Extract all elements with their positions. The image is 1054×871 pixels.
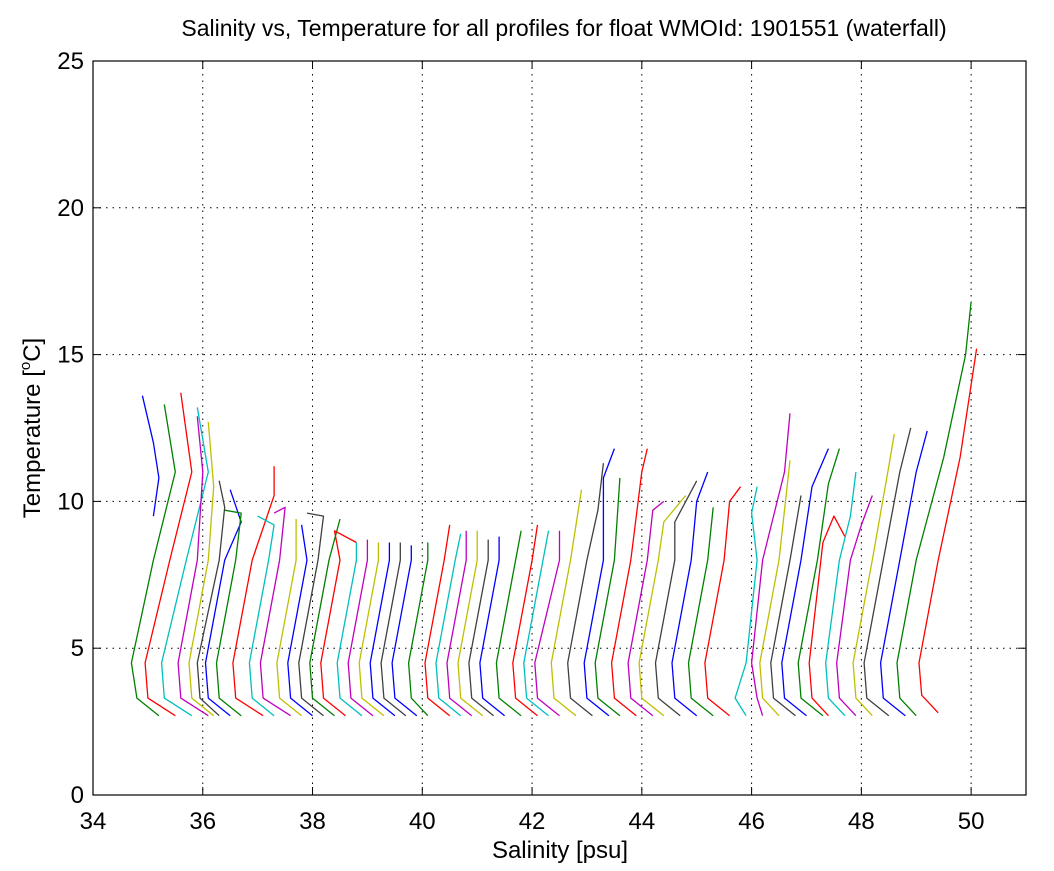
profile-line-12 [259,506,291,717]
profile-line-51 [797,448,841,717]
profile-line-27 [446,530,473,717]
data-series [130,301,978,717]
profile-line-47 [750,413,791,716]
x-tick-label: 50 [958,808,985,835]
profile-line-9 [215,509,242,717]
profile-line-41 [638,495,687,717]
profile-line-40 [627,500,665,717]
y-axis-label-sup: o [17,362,34,370]
profile-line-49 [770,495,802,717]
y-tick-labels: 0 5 10 15 20 25 [57,48,84,809]
x-tick-label: 44 [628,808,655,835]
profile-line-32 [512,524,539,717]
profile-line-35 [550,489,583,717]
profile-line-57 [879,430,928,717]
profile-line-21 [369,542,396,717]
profile-line-33 [523,530,550,717]
x-tick-label: 42 [519,808,546,835]
profile-line-37 [583,448,616,717]
profile-line-59 [918,348,978,714]
x-tick-label: 38 [299,808,326,835]
profile-line-1 [141,395,160,517]
profile-line-11 [248,515,275,717]
x-tick-label: 46 [738,808,765,835]
profile-line-43 [671,471,709,717]
y-tick-label: 0 [71,782,84,809]
profile-line-28 [457,530,484,717]
profile-line-29 [468,539,495,717]
y-tick-label: 25 [57,48,84,75]
profile-line-46 [734,486,758,717]
profile-line-58 [896,301,972,717]
profile-line-19 [347,539,374,717]
profile-line-39 [610,448,648,717]
y-tick-label: 5 [71,635,84,662]
profile-line-42 [654,480,698,717]
x-tick-label: 34 [80,808,107,835]
profile-line-48 [759,460,791,717]
profile-line-34 [534,530,561,717]
chart-title: Salinity vs, Temperature for all profile… [181,15,946,41]
profile-line-5 [177,416,209,717]
profile-line-8 [204,489,242,717]
axis-ticks [92,60,1026,796]
profile-line-4 [160,407,209,717]
profile-line-17 [320,530,357,717]
profile-line-18 [336,542,363,717]
profile-line-50 [781,448,829,717]
profile-line-44 [687,507,714,717]
profile-line-56 [863,427,912,717]
profile-line-38 [594,477,621,717]
y-tick-label: 15 [57,342,84,369]
profile-line-36 [567,463,605,717]
profile-line-20 [358,542,385,717]
profile-line-10 [232,466,275,717]
profile-line-15 [298,512,325,717]
y-axis-label-post: C] [19,338,46,362]
profile-line-2 [130,404,176,717]
profile-line-14 [287,524,313,717]
x-tick-label: 40 [409,808,436,835]
profile-line-31 [495,530,522,717]
profile-line-52 [808,515,846,717]
profile-line-7 [196,480,226,717]
profile-line-30 [479,536,506,717]
profile-line-54 [836,495,873,717]
profile-line-3 [144,392,193,717]
profile-line-24 [407,542,429,717]
y-axis-label: Temperature [oC] [17,338,46,518]
plot-frame [92,60,1027,796]
y-tick-label: 20 [57,195,84,222]
x-tick-label: 36 [189,808,216,835]
x-axis-label: Salinity [psu] [492,837,628,864]
profile-line-22 [380,542,407,717]
profile-line-16 [309,518,341,717]
profile-line-25 [424,524,451,717]
profile-line-13 [276,519,303,717]
y-tick-label: 10 [57,488,84,515]
x-tick-labels: 34 36 38 40 42 44 46 48 50 [80,808,985,835]
profile-line-53 [825,471,857,717]
grid [93,61,1026,795]
profile-line-26 [435,533,462,717]
profile-line-45 [704,486,742,717]
x-tick-label: 48 [848,808,875,835]
profile-line-6 [188,422,215,717]
y-axis-label-pre: Temperature [ [19,370,46,518]
profile-line-55 [852,433,895,717]
profile-line-23 [391,545,418,717]
